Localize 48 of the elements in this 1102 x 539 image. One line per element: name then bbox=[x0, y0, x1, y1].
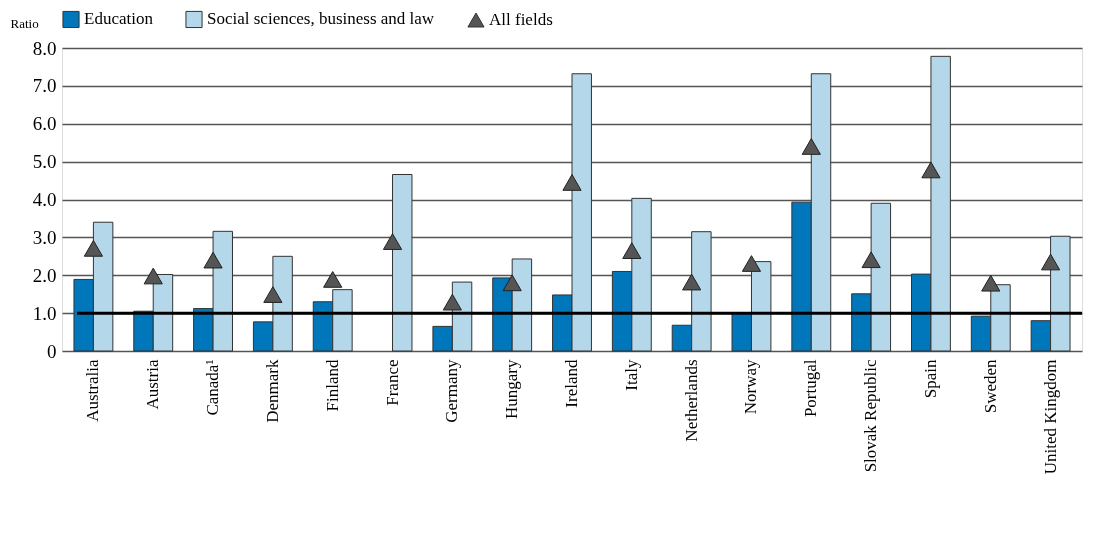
y-tick-label: 4.0 bbox=[32, 189, 57, 210]
legend-label: Education bbox=[84, 9, 154, 29]
x-tick-label: Australia bbox=[83, 359, 103, 422]
point bbox=[203, 251, 223, 269]
x-tick-label: Netherlands bbox=[681, 359, 701, 442]
point bbox=[682, 273, 702, 291]
point bbox=[981, 274, 1001, 292]
x-tick-label: Norway bbox=[741, 359, 761, 415]
point bbox=[323, 271, 343, 288]
y-tick-label: 8.0 bbox=[32, 37, 57, 59]
y-tick-label: 0 bbox=[47, 340, 57, 362]
y-tick-label: 3.0 bbox=[32, 226, 57, 248]
point bbox=[861, 251, 881, 269]
point bbox=[741, 255, 762, 272]
y-tick-label: 1.0 bbox=[32, 302, 57, 324]
x-tick-label: Sweden bbox=[980, 359, 1000, 414]
point bbox=[83, 239, 103, 257]
x-tick-label: Canada¹ bbox=[203, 359, 223, 416]
legend-label: All fields bbox=[489, 10, 553, 30]
point bbox=[263, 286, 283, 303]
point bbox=[382, 233, 403, 250]
x-tick-label: Slovak Republic bbox=[861, 359, 881, 473]
y-tick-label: 5.0 bbox=[32, 151, 57, 173]
x-tick-label: Spain bbox=[920, 359, 940, 399]
x-tick-label: Austria bbox=[143, 359, 163, 410]
point bbox=[143, 267, 163, 285]
point bbox=[562, 174, 582, 191]
x-tick-label: Ireland bbox=[562, 359, 581, 408]
x-tick-label: Finland bbox=[322, 359, 342, 412]
point bbox=[1041, 253, 1061, 271]
x-tick-label: United Kingdom bbox=[1040, 359, 1060, 475]
y-tick-label: 2.0 bbox=[32, 264, 57, 286]
point bbox=[801, 138, 821, 155]
legend-label: Social sciences, business and law bbox=[207, 9, 435, 29]
x-tick-label: Italy bbox=[621, 359, 641, 391]
x-tick-label: Denmark bbox=[262, 359, 282, 423]
bar bbox=[392, 174, 413, 352]
x-tick-label: Hungary bbox=[502, 359, 522, 419]
x-tick-label: France bbox=[382, 359, 402, 406]
y-tick-label: 6.0 bbox=[32, 113, 57, 135]
x-tick-label: Portugal bbox=[801, 359, 821, 418]
y-axis-title: Ratio bbox=[10, 15, 39, 31]
point bbox=[622, 242, 642, 259]
x-tick-label: Germany bbox=[442, 359, 462, 423]
y-tick-label: 7.0 bbox=[32, 75, 57, 97]
point bbox=[502, 274, 522, 292]
point bbox=[921, 161, 941, 179]
point bbox=[442, 293, 462, 311]
